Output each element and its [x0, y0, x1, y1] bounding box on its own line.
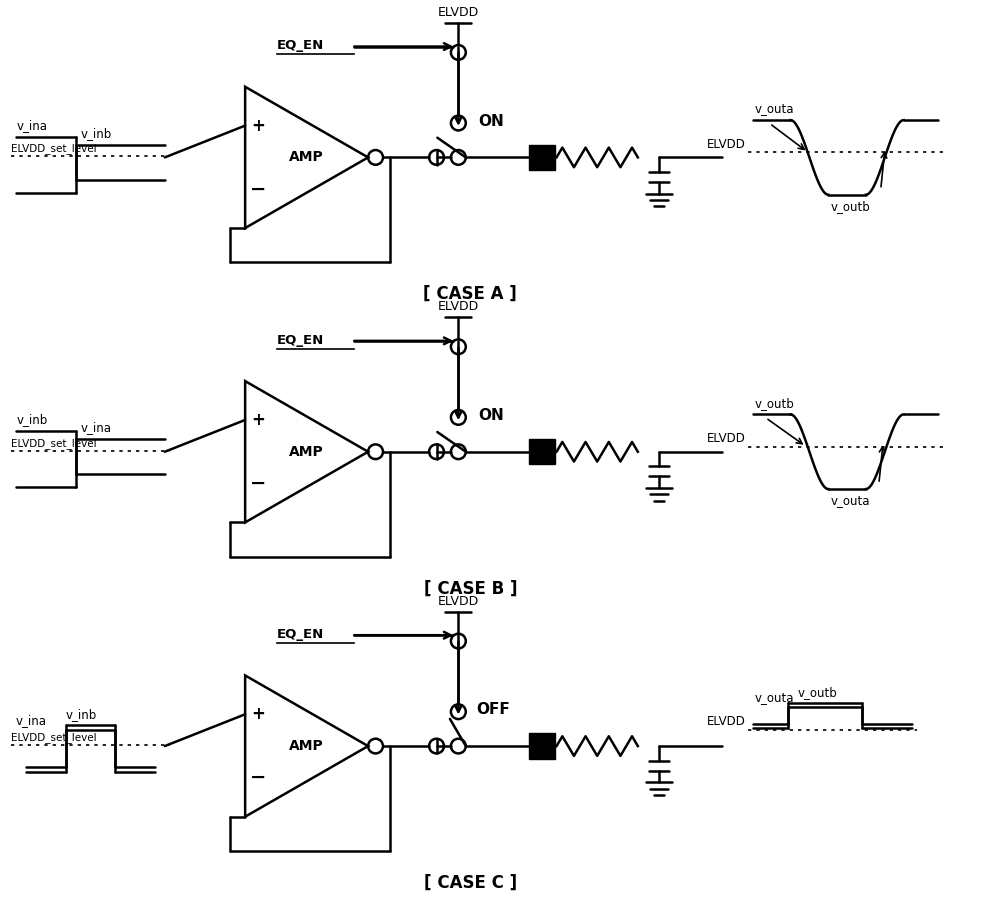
Text: AMP: AMP — [289, 445, 324, 459]
Bar — [529, 734, 555, 759]
Text: −: − — [250, 180, 266, 199]
Text: v_inb: v_inb — [81, 127, 112, 140]
Text: v_outa: v_outa — [755, 691, 794, 704]
Bar — [529, 145, 555, 170]
Text: OFF: OFF — [476, 702, 510, 717]
Bar — [529, 439, 555, 464]
Text: [ CASE B ]: [ CASE B ] — [424, 580, 517, 598]
Text: v_inb: v_inb — [17, 413, 48, 427]
Text: ELVDD_set_level: ELVDD_set_level — [11, 143, 97, 154]
Text: ON: ON — [478, 113, 504, 129]
Text: AMP: AMP — [289, 739, 324, 753]
Text: v_inb: v_inb — [66, 707, 97, 721]
Text: ON: ON — [478, 408, 504, 423]
Text: ELVDD_set_level: ELVDD_set_level — [11, 437, 97, 448]
Text: v_outb: v_outb — [755, 397, 795, 410]
Text: [ CASE C ]: [ CASE C ] — [424, 874, 517, 892]
Text: ELVDD: ELVDD — [438, 301, 479, 313]
Text: v_outa: v_outa — [830, 494, 870, 507]
Text: ELVDD_set_level: ELVDD_set_level — [11, 732, 97, 742]
Text: v_ina: v_ina — [16, 715, 47, 727]
Text: EQ_EN: EQ_EN — [277, 628, 324, 641]
Text: ELVDD: ELVDD — [707, 138, 746, 150]
Text: v_ina: v_ina — [81, 421, 112, 434]
Text: v_outa: v_outa — [755, 103, 794, 115]
Text: AMP: AMP — [289, 150, 324, 165]
Text: −: − — [250, 474, 266, 493]
Text: v_ina: v_ina — [17, 119, 48, 132]
Text: ELVDD: ELVDD — [707, 432, 746, 445]
Text: +: + — [251, 411, 265, 429]
Text: v_outb: v_outb — [798, 686, 837, 699]
Text: ELVDD: ELVDD — [438, 6, 479, 19]
Text: ELVDD: ELVDD — [707, 716, 746, 728]
Text: EQ_EN: EQ_EN — [277, 40, 324, 52]
Text: [ CASE A ]: [ CASE A ] — [423, 285, 517, 303]
Text: v_outb: v_outb — [830, 200, 870, 212]
Text: +: + — [251, 117, 265, 135]
Text: +: + — [251, 706, 265, 724]
Text: EQ_EN: EQ_EN — [277, 334, 324, 346]
Text: −: − — [250, 769, 266, 788]
Text: ELVDD: ELVDD — [438, 595, 479, 608]
